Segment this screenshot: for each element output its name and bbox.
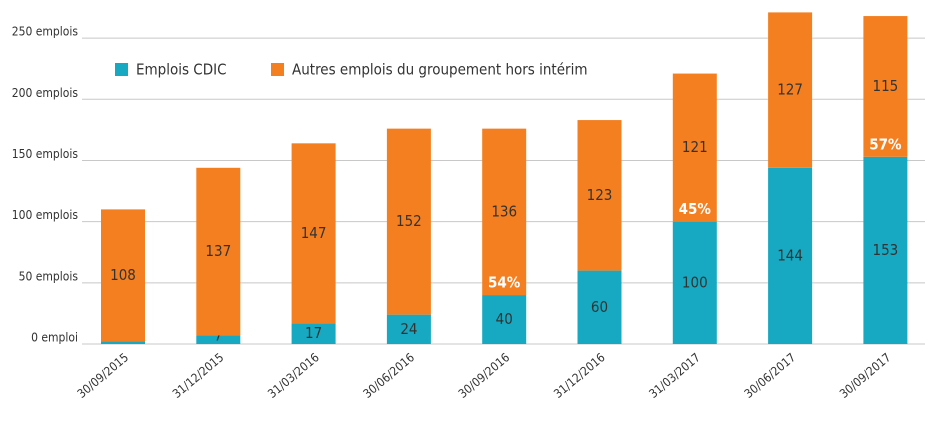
bar-segment — [101, 341, 145, 344]
y-tick-label: 0 emploi — [31, 331, 78, 345]
value-label: 144 — [777, 246, 803, 264]
x-tick-label: 31/03/2017 — [646, 350, 703, 401]
x-tick-label: 31/12/2015 — [170, 350, 227, 401]
x-tick-label: 30/09/2017 — [837, 350, 894, 401]
bar-segment — [672, 221, 717, 344]
value-label: 152 — [396, 212, 422, 230]
value-label: 100 — [682, 273, 708, 291]
x-tick-label: 30/09/2016 — [456, 350, 513, 401]
value-label: 115 — [873, 77, 899, 95]
x-tick-label: 31/12/2016 — [551, 350, 608, 401]
value-label: 136 — [491, 202, 517, 220]
bar-segment — [291, 143, 336, 324]
value-label: 127 — [777, 81, 803, 99]
legend-swatch — [115, 63, 128, 76]
annotation: 45% — [679, 200, 712, 218]
bar-segment — [482, 128, 527, 296]
bar-segment — [577, 270, 622, 344]
bar-segment — [863, 156, 908, 344]
legend-swatch — [271, 63, 284, 76]
x-tick-label: 30/09/2015 — [75, 350, 132, 401]
annotation: 54% — [488, 274, 521, 292]
bar-segment — [672, 73, 717, 222]
bar-segment — [291, 323, 336, 344]
x-tick-label: 30/06/2016 — [360, 350, 417, 401]
value-label: 108 — [110, 266, 136, 284]
value-label: 153 — [873, 241, 899, 259]
y-tick-label: 150 emplois — [12, 147, 79, 161]
y-tick-label: 100 emplois — [12, 208, 79, 222]
y-tick-label: 250 emplois — [12, 25, 79, 39]
legend-label: Autres emplois du groupement hors intéri… — [292, 61, 587, 79]
value-label: 137 — [205, 242, 231, 260]
bar-segment — [386, 128, 431, 315]
value-label: 40 — [496, 310, 513, 328]
x-tick-label: 30/06/2017 — [742, 350, 799, 401]
value-label: 24 — [400, 320, 417, 338]
y-tick-label: 50 emplois — [19, 269, 79, 283]
bar-segment — [386, 314, 431, 344]
annotation: 57% — [869, 135, 902, 153]
bar-segment — [768, 12, 813, 168]
value-label: 17 — [305, 324, 322, 342]
value-label: 60 — [591, 298, 608, 316]
legend-label: Emplois CDIC — [136, 61, 227, 79]
y-tick-label: 200 emplois — [12, 86, 79, 100]
bar-segment — [768, 167, 813, 344]
bar-segment — [196, 335, 241, 344]
bar-segment — [196, 167, 241, 336]
value-label: 7 — [214, 327, 223, 345]
value-label: 121 — [682, 138, 708, 156]
x-tick-label: 31/03/2016 — [265, 350, 322, 401]
bar-segment — [101, 209, 145, 342]
bar-segment — [482, 295, 527, 344]
bar-segment — [863, 16, 908, 157]
bar-segment — [577, 120, 622, 271]
value-label: 147 — [301, 224, 327, 242]
value-label: 123 — [587, 186, 613, 204]
